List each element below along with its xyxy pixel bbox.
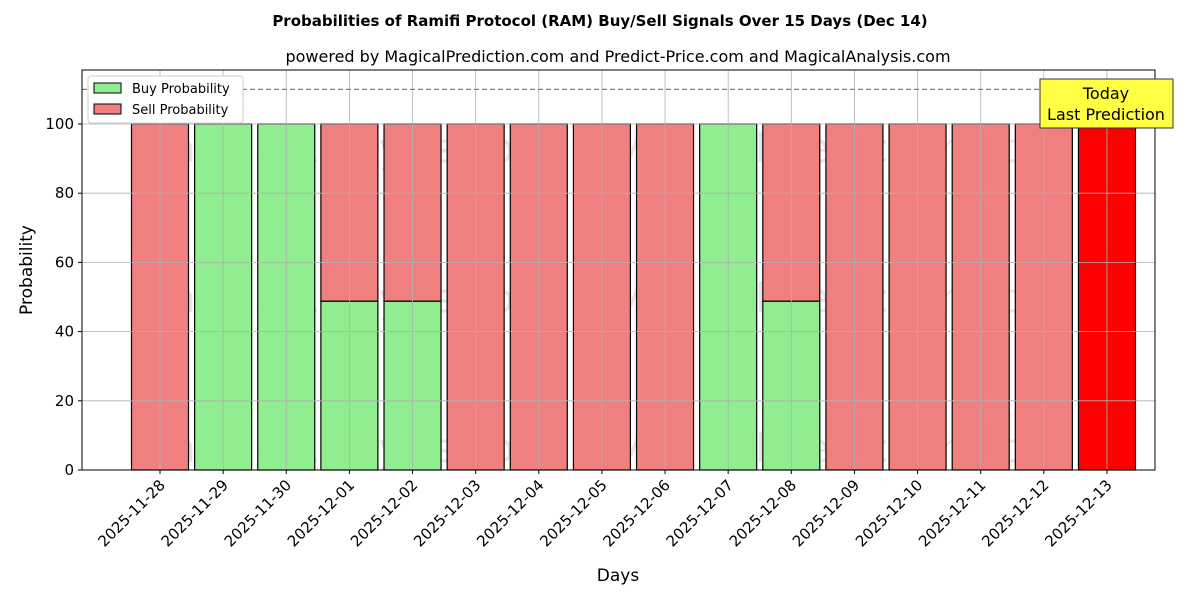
x-tick-label: 2025-12-08 — [726, 476, 800, 550]
legend-label: Buy Probability — [132, 82, 230, 97]
annotation-text: Last Prediction — [1047, 105, 1165, 124]
x-tick-label: 2025-12-04 — [473, 476, 547, 550]
x-tick-label: 2025-12-06 — [599, 476, 673, 550]
x-tick-label: 2025-12-12 — [978, 476, 1052, 550]
x-tick-label: 2025-11-29 — [158, 476, 232, 550]
y-tick-label: 0 — [64, 461, 74, 479]
x-tick-label: 2025-12-13 — [1041, 476, 1115, 550]
x-axis-label: Days — [597, 566, 640, 586]
legend-box — [87, 75, 244, 124]
x-tick-label: 2025-11-28 — [94, 476, 168, 550]
y-tick-label: 60 — [55, 253, 74, 271]
annotation-text: Today — [1082, 84, 1129, 103]
legend-swatch — [93, 103, 122, 115]
y-tick-label: 40 — [55, 323, 74, 341]
y-axis-label: Probability — [17, 225, 37, 315]
x-tick-label: 2025-12-09 — [789, 476, 863, 550]
x-tick-label: 2025-12-07 — [663, 476, 737, 550]
y-tick-label: 100 — [45, 115, 74, 133]
x-tick-label: 2025-12-02 — [347, 476, 421, 550]
chart-subtitle: powered by MagicalPrediction.com and Pre… — [285, 47, 950, 66]
legend-swatch — [93, 82, 122, 94]
x-tick-label: 2025-12-03 — [410, 476, 484, 550]
x-tick-label: 2025-11-30 — [221, 476, 295, 550]
x-tick-label: 2025-12-11 — [915, 476, 989, 550]
x-tick-label: 2025-12-10 — [852, 476, 926, 550]
today-annotation: Today Last Prediction — [1039, 78, 1174, 129]
plot-frame — [81, 69, 1156, 471]
x-tick-label: 2025-12-01 — [284, 476, 358, 550]
x-tick-label: 2025-12-05 — [536, 476, 610, 550]
y-tick-label: 20 — [55, 392, 74, 410]
y-tick-label: 80 — [55, 184, 74, 202]
legend: Buy Probability Sell Probability — [87, 75, 244, 124]
legend-label: Sell Probability — [132, 103, 229, 118]
annotation-box — [1039, 78, 1174, 129]
chart-title: Probabilities of Ramifi Protocol (RAM) B… — [272, 12, 927, 30]
